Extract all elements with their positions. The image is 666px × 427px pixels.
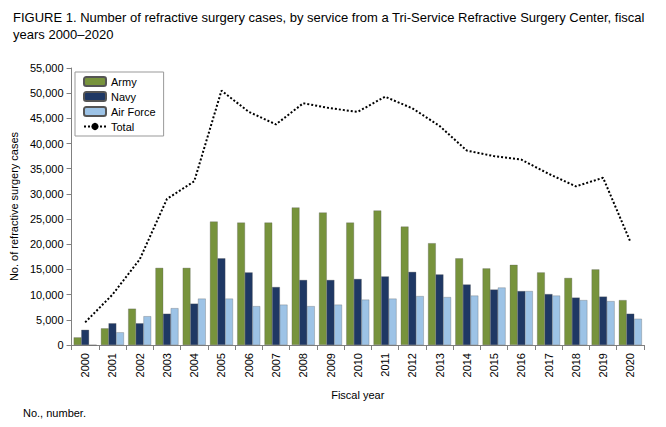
svg-text:2018: 2018	[570, 353, 582, 377]
svg-text:No., number.: No., number.	[23, 407, 86, 419]
svg-text:0: 0	[57, 339, 63, 351]
svg-text:No. of refractive surgery case: No. of refractive surgery cases	[8, 131, 20, 281]
svg-text:15,000: 15,000	[30, 263, 64, 275]
svg-text:55,000: 55,000	[30, 62, 64, 74]
svg-text:35,000: 35,000	[30, 163, 64, 175]
svg-text:Fiscal year: Fiscal year	[331, 389, 385, 401]
svg-text:2001: 2001	[106, 353, 118, 377]
svg-text:25,000: 25,000	[30, 213, 64, 225]
svg-text:2010: 2010	[352, 353, 364, 377]
svg-text:Air Force: Air Force	[111, 106, 156, 118]
svg-text:2019: 2019	[597, 353, 609, 377]
svg-text:2000: 2000	[79, 353, 91, 377]
svg-text:2017: 2017	[543, 353, 555, 377]
svg-text:2020: 2020	[624, 353, 636, 377]
svg-text:2006: 2006	[243, 353, 255, 377]
svg-text:2005: 2005	[215, 353, 227, 377]
svg-text:20,000: 20,000	[30, 238, 64, 250]
svg-text:2002: 2002	[134, 353, 146, 377]
svg-text:2013: 2013	[434, 353, 446, 377]
svg-text:2015: 2015	[488, 353, 500, 377]
svg-text:2012: 2012	[406, 353, 418, 377]
svg-text:2004: 2004	[188, 353, 200, 377]
svg-text:years 2000–2020: years 2000–2020	[13, 27, 113, 42]
svg-text:2003: 2003	[161, 353, 173, 377]
svg-text:2009: 2009	[325, 353, 337, 377]
svg-text:2014: 2014	[461, 353, 473, 377]
svg-text:Total: Total	[111, 121, 134, 133]
svg-text:2007: 2007	[270, 353, 282, 377]
svg-text:Navy: Navy	[111, 91, 137, 103]
svg-text:5,000: 5,000	[36, 314, 64, 326]
svg-text:2011: 2011	[379, 353, 391, 377]
svg-text:50,000: 50,000	[30, 87, 64, 99]
svg-text:40,000: 40,000	[30, 138, 64, 150]
svg-text:2008: 2008	[297, 353, 309, 377]
svg-text:FIGURE 1. Number of refractive: FIGURE 1. Number of refractive surgery c…	[13, 10, 648, 25]
svg-text:45,000: 45,000	[30, 112, 64, 124]
svg-text:10,000: 10,000	[30, 289, 64, 301]
svg-text:30,000: 30,000	[30, 188, 64, 200]
svg-text:Army: Army	[111, 76, 137, 88]
svg-text:2016: 2016	[515, 353, 527, 377]
